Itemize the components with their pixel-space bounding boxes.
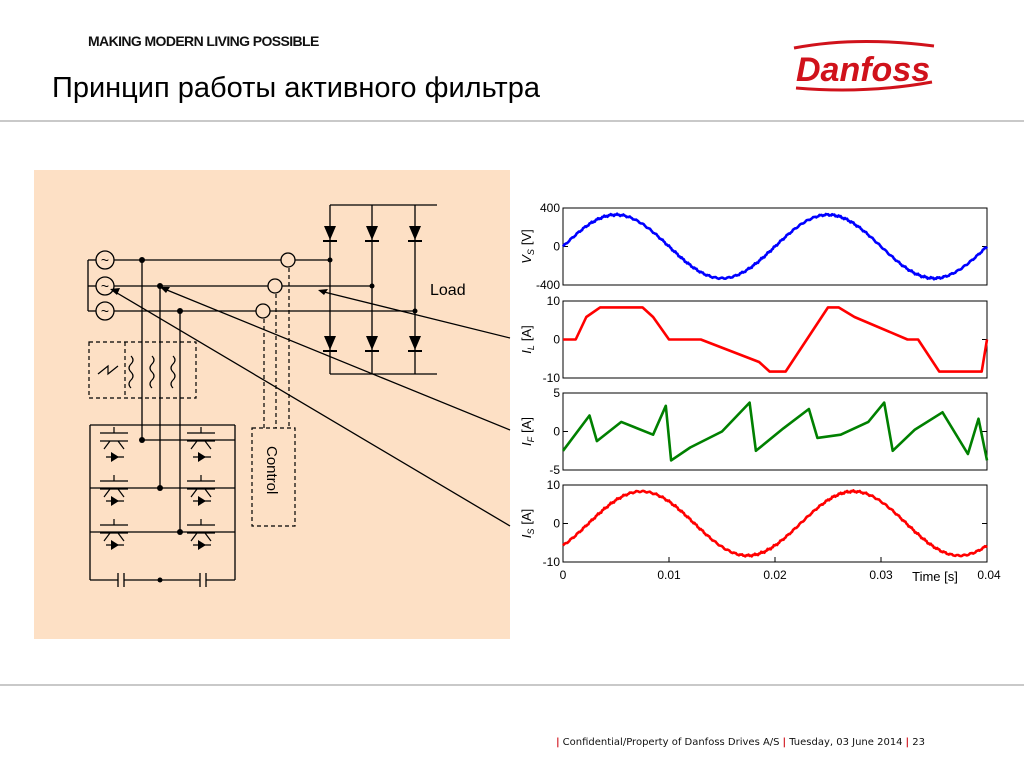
y-axis-label: IL[A] (519, 325, 536, 354)
tagline: MAKING MODERN LIVING POSSIBLE (88, 33, 319, 49)
waveform-series (563, 306, 989, 373)
footer-separator: | (905, 737, 910, 748)
x-axis-label: Time [s] (912, 569, 958, 584)
y-tick-label: 5 (553, 386, 560, 400)
footer-page: 23 (912, 737, 925, 748)
x-tick-label: 0 (560, 568, 567, 582)
x-tick-label: 0.01 (657, 568, 681, 582)
waveform-series (561, 401, 989, 462)
waveform-panel-4: 10 0 -10 IS[A] (519, 478, 988, 569)
footer: | Confidential/Property of Danfoss Drives… (553, 737, 925, 748)
footer-separator: | (782, 737, 787, 748)
y-tick-label: -10 (543, 371, 561, 385)
footer-date: Tuesday, 03 June 2014 (789, 737, 903, 748)
footer-divider (0, 684, 1024, 686)
waveform-panel-2: 10 0 -10 IL[A] (519, 294, 989, 385)
waveform-series (562, 489, 988, 558)
footer-confidential: Confidential/Property of Danfoss Drives … (562, 737, 780, 748)
x-tick-label: 0.04 (977, 568, 1001, 582)
logo-wordmark: Danfoss (796, 51, 930, 89)
waveform-panel-3: 5 0 -5 IF[A] (519, 386, 989, 477)
waveform-charts: 4000-400VS[V]100-10IL[A]50-5IF[A]100-10I… (519, 201, 1001, 584)
footer-separator: | (556, 737, 560, 748)
y-tick-label: 0 (553, 425, 560, 439)
y-tick-label: -5 (549, 463, 560, 477)
source-symbol-c: ~ (101, 303, 109, 319)
circuit-panel (34, 170, 510, 639)
y-tick-label: 0 (553, 517, 560, 531)
y-tick-label: 10 (547, 294, 561, 308)
plot-frame (562, 392, 988, 471)
y-tick-label: 0 (553, 333, 560, 347)
y-axis-label: IS[A] (519, 509, 536, 539)
y-axis-label: VS[V] (519, 229, 536, 264)
y-tick-label: -400 (536, 278, 560, 292)
slide-title: Принцип работы активного фильтра (52, 72, 540, 104)
source-symbol-a: ~ (101, 252, 109, 268)
source-symbol-b: ~ (101, 278, 109, 294)
waveform-series (561, 212, 989, 281)
y-tick-label: 400 (540, 201, 560, 215)
y-tick-label: 0 (553, 240, 560, 254)
y-axis-label: IF[A] (519, 417, 536, 446)
y-tick-label: 10 (547, 478, 561, 492)
x-tick-label: 0.02 (763, 568, 787, 582)
plot-frame (562, 300, 988, 379)
header-divider (0, 120, 1024, 122)
control-label: Control (263, 446, 280, 494)
x-tick-label: 0.03 (869, 568, 893, 582)
y-tick-label: -10 (543, 555, 561, 569)
danfoss-logo: Danfoss (793, 39, 935, 92)
load-label: Load (430, 282, 466, 299)
